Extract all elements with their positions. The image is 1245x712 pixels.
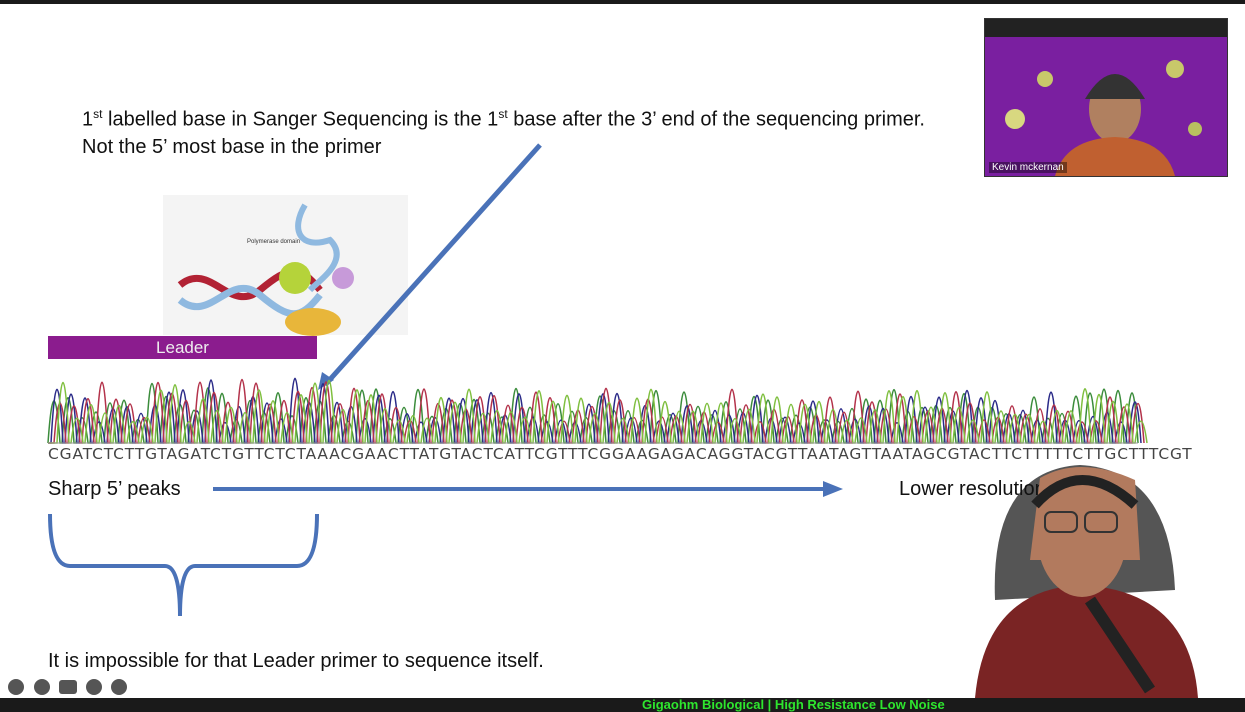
headline-text: 1 (82, 108, 94, 131)
bubble (1188, 122, 1202, 136)
headline-text: base after the 3’ end of the sequencing … (507, 108, 925, 131)
webcam: Kevin mckernan (984, 18, 1228, 177)
shirt (1055, 137, 1175, 176)
headline-text: labelled base in Sanger Sequencing is th… (102, 108, 499, 131)
trace-line (48, 379, 1148, 444)
superscript: st (93, 107, 103, 121)
captions-button[interactable] (59, 680, 77, 694)
participant-name: Kevin mckernan (989, 162, 1067, 173)
bubble (1005, 109, 1025, 129)
rna-strand (295, 203, 340, 293)
arrow (323, 143, 542, 387)
pointer-button[interactable] (34, 679, 50, 695)
subline: Not the 5’ most base in the primer (82, 136, 382, 158)
caption: Lower resolution peaks (899, 478, 1105, 500)
arrow-head (823, 481, 843, 497)
trace-line (48, 378, 1145, 444)
banner: Gigaohm Biological | High Resistance Low… (642, 697, 945, 712)
cap (1085, 74, 1145, 99)
next-button[interactable] (111, 679, 127, 695)
sequence: CGATCTCTTGTAGATCTGTTCTCTAAACGAACTTATGTAC… (48, 445, 1193, 463)
headline: 1st labelled base in Sanger Sequencing i… (82, 107, 925, 132)
webcam-video (985, 19, 1227, 176)
microphone (1085, 596, 1155, 694)
polymerase (279, 262, 311, 294)
bubble (1037, 71, 1053, 87)
diagram-label: Polymerase domain (247, 239, 300, 245)
superscript: st (498, 107, 508, 121)
chromatogram (47, 377, 1148, 444)
brace (48, 513, 319, 617)
protein (285, 308, 341, 336)
leader-bar: Leader (48, 336, 317, 359)
protein (332, 267, 354, 289)
controls (8, 679, 127, 695)
shirt (975, 585, 1198, 698)
caption: It is impossible for that Leader primer … (48, 650, 544, 672)
back-button[interactable] (8, 679, 24, 695)
webcam-toolbar (985, 19, 1227, 37)
bubble (1166, 60, 1184, 78)
caption: Sharp 5’ peaks (48, 478, 181, 500)
more-button[interactable] (86, 679, 102, 695)
